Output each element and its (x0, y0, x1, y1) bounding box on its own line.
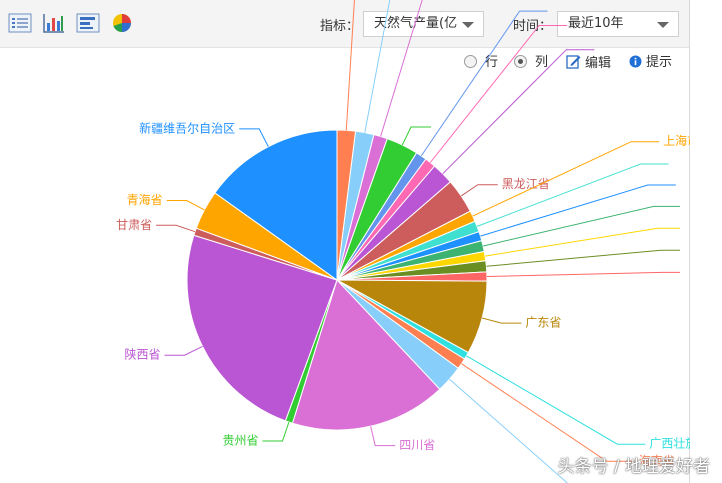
bar-chart-icon[interactable] (42, 11, 68, 37)
leader-line-2 (380, 0, 423, 137)
pie-slice-21[interactable] (186, 234, 338, 422)
leader-line-4 (420, 10, 548, 157)
pie-slice-24[interactable] (214, 129, 338, 281)
pie-label-22: 甘肃省 (116, 218, 152, 232)
pie-slice-19[interactable] (291, 279, 441, 431)
pie-label-7: 黑龙江省 (502, 177, 550, 191)
leader-line-5 (429, 25, 568, 163)
time-label: 时间： (513, 19, 553, 34)
pie-chart-icon[interactable] (110, 11, 136, 37)
row-option[interactable]: 行 (464, 54, 498, 72)
leader-line-14 (486, 271, 680, 277)
leader-line-6 (442, 49, 595, 175)
leader-line-9 (476, 163, 669, 227)
info-icon (629, 55, 642, 68)
leader-line-15 (481, 317, 522, 324)
row-radio[interactable] (464, 55, 477, 68)
leader-line-18 (449, 378, 569, 483)
pie-label-19: 四川省 (399, 438, 435, 452)
indicator-label: 指标： (320, 19, 360, 34)
pie-label-20: 贵州省 (222, 434, 258, 448)
chevron-down-icon (462, 22, 474, 28)
leader-line-17 (461, 363, 635, 462)
pie-label-15: 广东省 (525, 316, 561, 330)
leader-line-1 (364, 0, 391, 133)
leader-line-16 (466, 355, 646, 445)
pie-label-17: 海南省 (639, 453, 675, 468)
leader-line-8 (472, 141, 660, 217)
leader-line-20 (262, 421, 290, 442)
pie-label-8: 上海市 (663, 133, 690, 148)
watermark: 头条号 / 地理爱好者 (557, 457, 710, 477)
pie-label-24: 新疆维吾尔自治区 (139, 120, 235, 135)
pie-label-21: 陕西省 (124, 347, 160, 362)
leader-line-0 (345, 0, 355, 131)
pie-chart: 北京市天津市河北省黑龙江省上海市广东省广西壮族自治区海南省重庆市四川省贵州省陕西… (116, 0, 690, 483)
time-select[interactable]: 最近10年 (557, 11, 679, 37)
chart-panel: 指标： 天然气产量(亿 时间： 最近10年 行 列 编辑 提示 北京市天津市河北… (0, 0, 690, 483)
pie-label-16: 广西壮族自治区 (649, 437, 690, 451)
column-option-label: 列 (535, 55, 549, 70)
leader-line-10 (480, 184, 676, 237)
column-option[interactable]: 列 (514, 54, 548, 72)
time-value: 最近10年 (568, 16, 624, 31)
leader-line-3 (401, 126, 431, 146)
hint-label: 提示 (646, 55, 673, 70)
leader-line-7 (460, 184, 498, 197)
horizontal-bar-icon[interactable] (76, 11, 102, 37)
hint-option[interactable]: 提示 (629, 54, 672, 72)
leader-line-24 (239, 128, 269, 147)
leader-line-12 (485, 227, 680, 257)
leader-line-23 (166, 200, 205, 211)
edit-label: 编辑 (585, 56, 612, 71)
leader-line-21 (164, 345, 203, 356)
edit-icon (566, 55, 581, 69)
pie-label-23: 青海省 (127, 192, 163, 207)
list-icon[interactable] (8, 11, 34, 37)
leader-line-13 (486, 249, 680, 267)
chevron-down-icon (657, 22, 669, 28)
leader-line-19 (370, 426, 396, 447)
column-radio[interactable] (514, 55, 527, 68)
row-option-label: 行 (485, 55, 499, 70)
edit-option[interactable]: 编辑 (566, 54, 611, 72)
leader-line-22 (156, 224, 196, 233)
leader-line-11 (482, 205, 680, 247)
